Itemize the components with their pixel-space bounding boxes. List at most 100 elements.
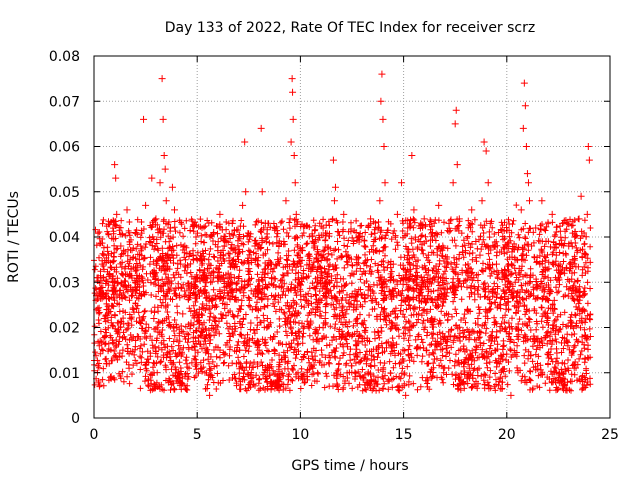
data-point xyxy=(251,242,259,250)
data-point xyxy=(274,256,282,264)
data-point xyxy=(556,269,564,277)
data-point xyxy=(104,251,112,259)
data-point xyxy=(253,287,261,295)
data-point xyxy=(263,314,271,322)
y-tick-label: 0.02 xyxy=(49,321,80,337)
y-axis-label: ROTI / TECUs xyxy=(6,191,22,283)
data-point xyxy=(220,351,228,359)
data-point xyxy=(193,274,201,282)
data-point xyxy=(480,138,488,146)
data-point xyxy=(476,251,484,259)
data-point xyxy=(168,183,176,191)
data-point xyxy=(226,333,234,341)
data-point xyxy=(571,342,579,350)
data-point xyxy=(241,138,249,146)
data-point xyxy=(383,228,391,236)
x-tick-label: 20 xyxy=(498,427,516,443)
data-point xyxy=(352,228,360,236)
data-point xyxy=(495,228,503,236)
data-point xyxy=(291,179,299,187)
data-point xyxy=(579,305,587,313)
data-point xyxy=(376,197,384,205)
x-axis-label: GPS time / hours xyxy=(291,458,408,474)
data-point xyxy=(584,143,592,150)
data-point xyxy=(404,224,412,232)
data-point xyxy=(453,161,461,169)
data-point xyxy=(519,124,527,132)
data-point xyxy=(191,346,199,354)
data-point xyxy=(573,292,581,300)
data-point xyxy=(290,152,298,160)
data-point xyxy=(242,188,250,196)
data-point xyxy=(112,174,120,182)
data-point xyxy=(237,305,245,313)
data-point xyxy=(331,183,339,191)
data-point xyxy=(258,188,266,196)
data-point xyxy=(276,305,284,313)
data-point xyxy=(400,274,408,282)
data-point xyxy=(259,251,267,259)
data-point xyxy=(278,355,286,363)
data-point xyxy=(197,364,205,372)
data-point xyxy=(162,197,170,205)
data-point xyxy=(305,265,313,273)
data-point xyxy=(144,355,152,363)
data-point xyxy=(107,373,115,381)
data-point xyxy=(389,260,397,268)
data-point xyxy=(416,238,424,246)
data-point xyxy=(230,274,238,282)
data-point xyxy=(323,256,331,264)
y-tick-label: 0.06 xyxy=(49,140,80,156)
data-point xyxy=(369,296,377,304)
data-point xyxy=(344,251,352,259)
y-tick-label: 0 xyxy=(71,411,80,427)
data-point xyxy=(534,342,542,350)
data-point xyxy=(166,224,174,232)
data-point xyxy=(156,179,164,187)
data-point xyxy=(317,274,325,282)
data-point xyxy=(393,210,401,218)
data-point xyxy=(111,161,119,169)
data-point xyxy=(135,256,143,264)
data-point xyxy=(445,219,453,227)
data-point xyxy=(154,328,162,336)
data-point xyxy=(503,242,511,250)
data-point xyxy=(121,283,129,291)
data-point xyxy=(152,215,160,223)
data-point xyxy=(204,265,212,273)
data-point xyxy=(313,305,321,313)
data-point xyxy=(301,351,309,359)
data-point xyxy=(137,292,145,300)
data-point xyxy=(287,138,295,146)
data-point xyxy=(358,319,366,327)
data-point xyxy=(443,342,451,350)
data-point xyxy=(206,391,214,399)
data-point xyxy=(451,120,459,128)
data-point xyxy=(342,310,350,318)
y-tick-label: 0.03 xyxy=(49,275,80,291)
data-point xyxy=(387,342,395,350)
data-point xyxy=(334,238,342,246)
data-point xyxy=(455,215,463,223)
data-point xyxy=(360,242,368,250)
data-point xyxy=(243,342,251,350)
data-point xyxy=(228,219,236,227)
data-point xyxy=(175,342,183,350)
data-point xyxy=(102,360,110,368)
data-point xyxy=(583,210,591,218)
data-point xyxy=(414,333,422,341)
data-point xyxy=(536,260,544,268)
data-point xyxy=(325,360,333,368)
data-point xyxy=(457,283,465,291)
data-point xyxy=(296,287,304,295)
data-point xyxy=(499,355,507,363)
data-point xyxy=(185,283,193,291)
data-point xyxy=(177,260,185,268)
data-point xyxy=(431,355,439,363)
data-point xyxy=(354,337,362,345)
data-point xyxy=(289,115,297,123)
data-point xyxy=(109,287,117,295)
data-point xyxy=(303,296,311,304)
data-point xyxy=(338,283,346,291)
data-point xyxy=(544,274,552,282)
